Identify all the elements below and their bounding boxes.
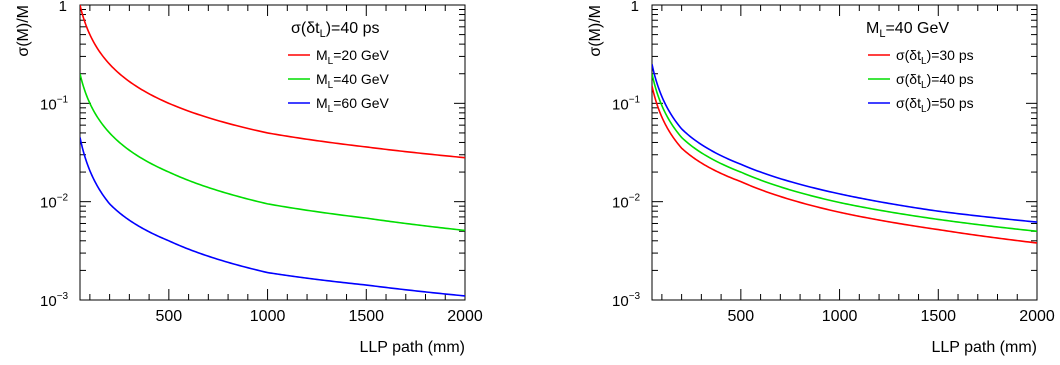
y-tick-label-0: 1: [631, 0, 639, 15]
x-tick-label-1000: 1000: [822, 308, 858, 325]
legend-entry-2-tail: =40 GeV: [333, 71, 389, 87]
legend-entry-3-tail: =60 GeV: [333, 95, 389, 111]
legend-entry-1-main: M: [316, 47, 328, 63]
x-tick-label-2000: 2000: [1019, 308, 1055, 325]
y-tick-label--1: 10−1: [40, 94, 69, 113]
x-tick-label-500: 500: [155, 308, 182, 325]
legend-entry-3: ML=60 GeV: [316, 95, 390, 115]
legend-header-main: M: [866, 20, 879, 37]
legend-entry-1-sub: L: [328, 56, 334, 67]
legend-entry-3-main: M: [316, 95, 328, 111]
x-tick-label-2000: 2000: [447, 308, 483, 325]
x-axis-label: LLP path (mm): [931, 339, 1037, 356]
legend-entry-2: σ(δtL)=40 ps: [896, 71, 974, 91]
legend-entry-3-sub: L: [921, 104, 927, 115]
x-axis-label: LLP path (mm): [359, 339, 465, 356]
x-tick-label-500: 500: [727, 308, 754, 325]
y-tick-label--1: 10−1: [612, 94, 641, 113]
legend-header: ML=40 GeV: [866, 20, 949, 40]
legend-entry-2-main: σ(δt: [896, 71, 921, 87]
series-line-1: [652, 85, 1037, 244]
legend-entry-3: σ(δtL)=50 ps: [896, 95, 974, 115]
legend-entry-2-main: M: [316, 71, 328, 87]
legend-entry-1: σ(δtL)=30 ps: [896, 47, 974, 67]
series-line-2: [652, 73, 1037, 233]
legend-entry-2-sub: L: [328, 80, 334, 91]
x-tick-label-1000: 1000: [250, 308, 286, 325]
series-line-1: [80, 5, 465, 159]
legend-header-sub: L: [879, 28, 885, 40]
x-tick-label-1500: 1500: [348, 308, 384, 325]
legend-entry-3-tail: )=50 ps: [927, 95, 974, 111]
y-tick-label--2: 10−2: [612, 193, 641, 212]
y-tick-label--2: 10−2: [40, 193, 69, 212]
plot-frame: [79, 4, 466, 301]
legend-entry-3-sub: L: [328, 104, 334, 115]
legend-entry-1-tail: =20 GeV: [333, 47, 389, 63]
y-tick-label--3: 10−3: [40, 291, 69, 310]
x-tick-label-1500: 1500: [920, 308, 956, 325]
legend-entry-2-tail: )=40 ps: [927, 71, 974, 87]
y-tick-label-0: 1: [59, 0, 67, 15]
legend-entry-1-sub: L: [921, 56, 927, 67]
legend-entry-1: ML=20 GeV: [316, 47, 390, 67]
legend-entry-1-main: σ(δt: [896, 47, 921, 63]
legend-entry-2-sub: L: [921, 80, 927, 91]
legend-entry-3-main: σ(δt: [896, 95, 921, 111]
series-line-3: [652, 64, 1037, 223]
y-axis-label: σ(M)/M: [15, 5, 32, 57]
y-tick-label--3: 10−3: [612, 291, 641, 310]
series-line-3: [80, 137, 465, 297]
legend-header: σ(δtL)=40 ps: [291, 20, 380, 40]
legend-header-main: σ(δt: [291, 20, 320, 37]
legend-header-tail: =40 GeV: [885, 20, 949, 37]
series-line-2: [80, 73, 465, 232]
legend-entry-1-tail: )=30 ps: [927, 47, 974, 63]
legend-header-tail: )=40 ps: [326, 20, 380, 37]
y-axis-label: σ(M)/M: [587, 5, 604, 57]
legend-header-sub: L: [320, 28, 326, 40]
plot-frame: [651, 4, 1038, 301]
legend-entry-2: ML=40 GeV: [316, 71, 390, 91]
